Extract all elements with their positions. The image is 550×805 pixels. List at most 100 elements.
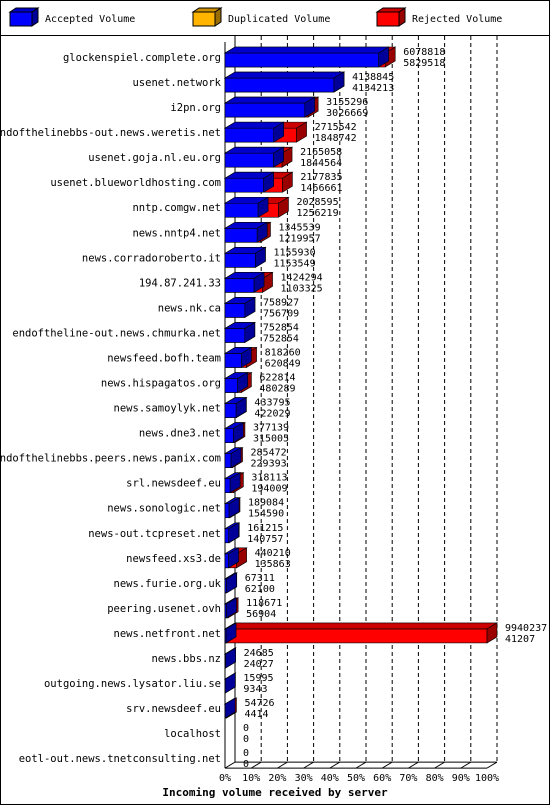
bar-total-side [296,121,307,143]
legend-swatch-side [398,7,406,27]
value-label: 24027 [244,659,274,670]
bar-total-side [282,171,293,193]
value-label: 62100 [245,584,275,595]
bar-accepted-side [226,597,237,619]
value-label: 67311 [245,573,275,584]
y-tick-label: eotl-out.news.tnetconsulting.net [19,753,221,765]
value-label: 480289 [259,384,295,395]
y-tick-label: srl.newsdeef.eu [126,478,221,490]
bar-accepted-front [224,453,232,468]
y-tick-label: usenet.blueworldhosting.com [50,177,221,189]
bar-accepted-side [226,572,237,594]
value-label: 1155930 [273,247,315,258]
bar-total-side [278,196,289,218]
value-label: 3026669 [326,108,368,119]
legend-swatch [376,11,400,27]
bar-accepted-front [224,227,258,243]
bar-accepted [223,146,285,168]
x-tick-label: 90% [452,773,470,784]
value-label: 285472 [251,448,287,459]
value-label: 2177835 [300,172,342,183]
x-tick-label: 70% [399,773,417,784]
bar-accepted [223,321,256,343]
bar-total-top [223,622,499,630]
value-label: 9343 [243,684,267,695]
bar-accepted-side [228,497,240,519]
bar-accepted [223,397,248,419]
value-label: 620849 [265,358,301,369]
legend-swatch-side [31,7,39,27]
value-label: 1103325 [281,283,323,294]
bar-accepted-front [224,278,255,293]
y-tick-label: news.samoylyk.net [114,403,221,415]
bar-accepted [223,422,245,444]
y-tick-label: endoftheline-out.news.chmurka.net [12,327,221,339]
legend-swatch [9,11,33,27]
legend-item: Duplicated Volume [191,7,330,27]
x-tick-label: 100% [475,773,499,784]
value-label: 440210 [255,548,291,559]
value-label: 135863 [255,559,291,570]
x-tick [486,761,498,769]
value-label: 1466661 [300,183,342,194]
bar-accepted-side [229,472,241,494]
y-tick-label: news.netfront.net [114,628,221,640]
y-tick-label: outgoing.news.lysator.liu.se [44,678,221,690]
bar-accepted-top [223,96,316,104]
value-label: 422029 [254,409,290,420]
bar-accepted-front [224,378,238,393]
y-tick-label: srv.newsdeef.eu [126,703,221,715]
x-tick [355,761,367,769]
bar-total [223,622,499,644]
value-label: 3155296 [326,97,368,108]
bar-accepted-front [224,503,230,519]
value-label: 4134213 [352,83,394,94]
bar-accepted-side [263,171,274,193]
x-tick-label: 10% [242,773,260,784]
bar-accepted-top [223,46,390,54]
value-label: 818260 [265,347,301,358]
bar-accepted-front [224,127,275,143]
value-label: 194009 [251,484,287,495]
y-tick-label: newsfeed.bofh.team [107,352,221,364]
value-label: 752854 [263,322,299,333]
bar-accepted-front [224,202,259,218]
bar-total-side [486,622,498,644]
bar-accepted [223,46,390,68]
bar-accepted-front [224,328,246,343]
value-label: 6078818 [403,47,445,58]
y-tick-label: news.hispagatos.org [101,378,221,390]
bar-accepted-side [233,422,244,444]
y-tick-label: usenet.goja.nl.eu.org [88,152,221,164]
legend-label: Rejected Volume [412,14,502,25]
bar-accepted-side [224,697,236,719]
bar-accepted [223,171,275,193]
y-tick-label: endofthelinebbs.peers.news.panix.com [0,453,221,465]
bar-accepted [223,96,316,118]
bar-accepted [223,346,253,369]
bar-accepted [223,597,238,619]
value-label: 161215 [247,523,283,534]
bar-accepted [223,697,237,719]
bar-accepted-side [228,547,239,569]
bar-accepted [223,246,267,268]
y-tick-label: newsfeed.xs3.de [126,553,221,565]
x-tick [303,761,314,769]
bar-total-side [262,271,273,293]
bar-accepted-front [224,253,256,268]
bar-accepted-side [235,397,247,419]
bar-accepted [223,472,242,494]
bar-accepted [223,371,249,394]
bar-accepted [223,572,238,594]
bar-accepted-side [228,522,240,544]
y-tick-label: peering.usenet.ovh [107,603,221,615]
y-tick-label: news-out.tcpreset.net [88,528,221,540]
bar-accepted-side [241,346,252,369]
value-label: 15995 [243,673,273,684]
value-label: 56904 [246,609,276,620]
bar-accepted-front [224,553,229,569]
bar-accepted-front [224,77,335,93]
bar-accepted-front [224,303,246,318]
y-tick-label: usenet.network [132,77,221,89]
value-label: 154590 [248,509,284,520]
